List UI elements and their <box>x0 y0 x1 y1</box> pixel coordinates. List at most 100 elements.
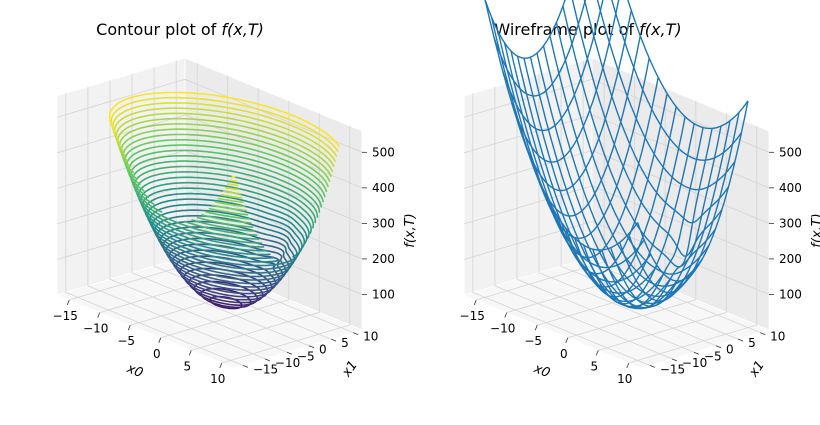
wireframe-line <box>571 0 723 257</box>
x-tick-mark <box>534 325 538 331</box>
wireframe-line <box>484 0 566 59</box>
y-tick-label: −15 <box>660 362 685 376</box>
y-gridline <box>153 67 332 340</box>
contour-level-line <box>113 107 336 191</box>
x-tick-mark <box>66 299 70 306</box>
x-tick-mark <box>565 337 569 343</box>
x-tick-mark <box>595 350 599 356</box>
x-gridline <box>567 100 697 339</box>
y-tick-label: −10 <box>275 356 300 370</box>
wireframe-lines <box>484 0 749 310</box>
x-axis-label: x0 <box>124 361 145 381</box>
y-gridline <box>516 80 695 353</box>
z-gridline <box>56 185 363 260</box>
y-tick-label: 5 <box>748 336 756 350</box>
x-gridline <box>221 126 351 364</box>
y-tick-mark <box>308 345 315 349</box>
y-tick-mark <box>649 365 655 368</box>
x-tick-label: −15 <box>460 309 485 323</box>
wireframe-plot-panel: Wireframe plot of f(x,T) −15−10−50510−15… <box>460 0 820 386</box>
x-tick-mark <box>473 299 477 306</box>
y-tick-mark <box>286 351 293 355</box>
x-tick-label: 10 <box>210 372 225 386</box>
z-gridline <box>463 221 770 295</box>
x-tick-label: −5 <box>524 334 542 348</box>
contour-plot-panel: Contour plot of f(x,T) −15−10−50510−15−1… <box>53 20 418 386</box>
x-tick-label: 0 <box>153 347 161 361</box>
z-tick-label: 300 <box>372 216 395 230</box>
x-tick-mark <box>158 337 162 343</box>
wireframe-line <box>562 5 717 268</box>
wireframe-line <box>529 56 684 309</box>
x-tick-mark <box>127 325 131 331</box>
wireframe-line <box>536 52 691 305</box>
wireframe-line <box>610 125 722 308</box>
y-tick-mark <box>264 358 271 362</box>
contour-plot-title: Contour plot of f(x,T) <box>96 20 264 39</box>
z-tick-label: 100 <box>779 287 802 301</box>
wireframe-line <box>549 35 704 287</box>
floor-pane <box>462 256 771 369</box>
y-gridline <box>472 93 650 366</box>
y-tick-mark <box>330 338 337 342</box>
x-tick-label: 10 <box>617 372 632 386</box>
contour-level-line <box>124 139 328 216</box>
wireframe-line <box>583 123 695 305</box>
left-pane <box>56 57 186 296</box>
y-tick-mark <box>671 358 678 362</box>
z-tick-label: 400 <box>779 181 802 195</box>
contour-level-line <box>115 112 335 195</box>
wireframe-line <box>510 50 665 303</box>
contour-level-line <box>108 91 340 178</box>
wireframe-line <box>516 55 671 308</box>
y-tick-label: 10 <box>770 330 785 344</box>
floor-pane <box>55 256 364 369</box>
x-gridline <box>506 75 636 313</box>
wireframe-line <box>503 42 658 294</box>
wireframe-line <box>611 0 743 161</box>
y-tick-label: 0 <box>726 343 734 357</box>
x-tick-label: 0 <box>560 347 568 361</box>
contour-level-line <box>110 96 339 182</box>
contour-level-line <box>142 187 310 252</box>
wireframe-line <box>627 0 749 130</box>
y-gridline <box>175 60 354 333</box>
x-tick-mark <box>626 362 630 369</box>
x-tick-label: 5 <box>590 359 598 373</box>
z-tick-label: 500 <box>779 145 802 159</box>
z-tick-label: 300 <box>779 216 802 230</box>
y-tick-label: 10 <box>363 330 378 344</box>
x-tick-mark <box>504 312 508 318</box>
y-tick-mark <box>760 332 766 335</box>
z-tick-label: 400 <box>372 181 395 195</box>
wireframe-plot-title: Wireframe plot of f(x,T) <box>494 20 681 39</box>
z-tick-label: 200 <box>779 252 802 266</box>
z-tick-label: 100 <box>372 287 395 301</box>
y-tick-label: −5 <box>297 349 315 363</box>
x-tick-label: −10 <box>490 322 515 336</box>
y-gridline <box>109 80 288 353</box>
y-tick-mark <box>715 345 722 349</box>
wireframe-line <box>592 127 704 309</box>
z-axis-label: f(x,T) <box>810 213 820 248</box>
z-tick-label: 200 <box>372 252 395 266</box>
x-tick-label: −10 <box>83 322 108 336</box>
wireframe-line <box>542 45 697 298</box>
y-tick-label: 5 <box>341 336 349 350</box>
x-tick-label: 5 <box>183 359 191 373</box>
x-gridline <box>628 126 758 364</box>
contour-level-line <box>139 181 312 248</box>
z-tick-label: 500 <box>372 145 395 159</box>
y-tick-mark <box>242 365 248 368</box>
z-gridline <box>463 149 770 224</box>
left-pane <box>463 57 593 296</box>
wireframe-line <box>583 0 730 224</box>
y-tick-label: −5 <box>704 349 722 363</box>
y-gridline <box>87 86 266 360</box>
y-tick-mark <box>737 338 744 342</box>
x-tick-label: −15 <box>53 309 78 323</box>
